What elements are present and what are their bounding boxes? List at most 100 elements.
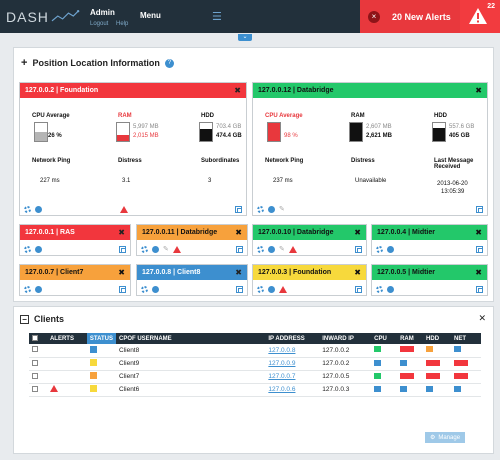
warning-icon[interactable] <box>288 245 297 253</box>
row-checkbox[interactable] <box>32 346 38 353</box>
gear-icon[interactable] <box>24 245 31 253</box>
ip-link-text[interactable]: 127.0.0.6 <box>268 386 296 393</box>
gear-icon[interactable] <box>141 245 148 253</box>
gear-icon[interactable] <box>257 285 264 293</box>
ip-link-text[interactable]: 127.0.0.9 <box>268 360 296 367</box>
globe-icon[interactable] <box>268 245 275 253</box>
close-icon[interactable]: ✖ <box>118 228 125 237</box>
ip-link-text[interactable]: 127.0.0.8 <box>268 346 296 354</box>
gear-icon[interactable] <box>24 205 31 213</box>
inward-ip-header[interactable]: INWARD IP <box>319 333 372 344</box>
globe-icon[interactable] <box>152 245 159 253</box>
globe-icon[interactable] <box>152 285 159 293</box>
subordinates-value: 3 <box>208 178 212 184</box>
ram-cell <box>397 344 424 358</box>
expand-icon[interactable] <box>476 286 483 293</box>
ip-link-text[interactable]: 127.0.0.7 <box>268 373 296 380</box>
close-icon[interactable]: ✕ <box>478 313 486 323</box>
expand-icon[interactable] <box>476 206 483 213</box>
expand-icon[interactable] <box>355 246 362 253</box>
new-alerts-button[interactable]: × 20 New Alerts <box>360 0 460 33</box>
warning-icon[interactable] <box>120 205 128 213</box>
close-icon[interactable]: ✖ <box>475 228 482 237</box>
cpu-cell <box>371 383 398 397</box>
close-icon[interactable]: ✖ <box>234 86 241 95</box>
close-icon[interactable]: ✖ <box>235 228 242 237</box>
ip-address-link[interactable]: 127.0.0.9 <box>265 357 320 371</box>
expand-icon[interactable] <box>235 206 242 213</box>
row-checkbox[interactable] <box>32 372 38 379</box>
help-link[interactable]: Help <box>116 21 129 27</box>
node-card-client8: 127.0.0.8 | Client8 ✖ <box>136 264 248 296</box>
gear-icon[interactable] <box>24 285 31 293</box>
expand-icon[interactable] <box>476 246 483 253</box>
gear-icon[interactable] <box>257 245 264 253</box>
expand-icon[interactable] <box>236 246 243 253</box>
globe-icon[interactable] <box>268 205 275 213</box>
card-footer: ✎ <box>253 243 366 255</box>
hdd-used: 405 GB <box>449 133 470 139</box>
table-row[interactable]: Client8 127.0.0.8 127.0.0.2 <box>29 344 481 358</box>
ip-address-header[interactable]: IP ADDRESS <box>265 333 320 344</box>
hamburger-icon[interactable]: ☰ <box>212 11 222 23</box>
expand-icon[interactable] <box>119 286 126 293</box>
collapse-topbar-chevron-icon[interactable]: ⌄ <box>238 34 252 41</box>
expand-icon[interactable] <box>355 286 362 293</box>
warning-icon[interactable] <box>172 245 181 253</box>
globe-icon[interactable] <box>268 285 275 293</box>
distress-label: Distress <box>351 158 375 164</box>
hdd-header[interactable]: HDD <box>423 333 451 344</box>
globe-icon[interactable] <box>35 245 42 253</box>
warning-icon[interactable] <box>279 285 287 293</box>
menu-label[interactable]: Menu <box>140 11 161 20</box>
card-footer <box>372 283 487 295</box>
net-header[interactable]: NET <box>451 333 481 344</box>
close-icon[interactable]: ✖ <box>475 86 482 95</box>
table-row[interactable]: Client7 127.0.0.7 127.0.0.5 <box>29 370 481 384</box>
close-icon[interactable]: ✖ <box>475 268 482 277</box>
ip-address-link[interactable]: 127.0.0.6 <box>265 383 320 397</box>
cpu-header[interactable]: CPU <box>371 333 398 344</box>
plus-icon[interactable]: + <box>21 57 28 69</box>
table-row[interactable]: Client6 127.0.0.6 127.0.0.3 <box>29 383 481 397</box>
status-header[interactable]: STATUS <box>86 333 116 344</box>
globe-icon[interactable] <box>35 205 42 213</box>
close-icon[interactable]: ✖ <box>118 268 125 277</box>
close-icon[interactable]: ✖ <box>354 268 361 277</box>
ip-address-link[interactable]: 127.0.0.8 <box>265 344 320 358</box>
alert-count-button[interactable]: 22 <box>460 0 500 33</box>
globe-icon[interactable] <box>35 285 42 293</box>
gear-icon[interactable] <box>376 285 383 293</box>
collapse-minus-icon[interactable]: − <box>20 314 29 324</box>
wrench-icon[interactable]: ✎ <box>163 245 169 253</box>
ram-header[interactable]: RAM <box>397 333 424 344</box>
admin-label[interactable]: Admin <box>90 8 115 17</box>
username-header[interactable]: CPOF USERNAME <box>116 333 266 344</box>
table-row[interactable]: Client9 127.0.0.9 127.0.0.2 <box>29 357 481 371</box>
logout-link[interactable]: Logout <box>90 21 109 27</box>
gear-icon[interactable] <box>376 245 383 253</box>
row-checkbox[interactable] <box>32 385 38 392</box>
manage-button[interactable]: ⚙ Manage <box>425 432 465 443</box>
help-icon[interactable]: ? <box>164 58 174 68</box>
close-alerts-icon[interactable]: × <box>368 10 380 23</box>
dash-logo[interactable]: DASH <box>0 0 80 33</box>
globe-icon[interactable] <box>387 285 394 293</box>
close-icon[interactable]: ✖ <box>235 268 242 277</box>
username-cell: Client7 <box>116 370 266 384</box>
gear-icon[interactable] <box>257 205 264 213</box>
globe-icon[interactable] <box>387 245 394 253</box>
select-all-checkbox[interactable] <box>32 334 38 341</box>
gear-icon[interactable] <box>141 285 148 293</box>
expand-icon[interactable] <box>119 246 126 253</box>
ip-address-link[interactable]: 127.0.0.7 <box>265 370 320 384</box>
node-card-header: 127.0.0.5 | Midtier ✖ <box>372 265 487 280</box>
wrench-icon[interactable]: ✎ <box>279 245 285 253</box>
alerts-header[interactable]: ALERTS <box>46 333 87 344</box>
expand-icon[interactable] <box>236 286 243 293</box>
hdd-label: HDD <box>201 113 214 119</box>
close-icon[interactable]: ✖ <box>354 228 361 237</box>
warning-icon[interactable] <box>49 385 58 392</box>
row-checkbox[interactable] <box>32 359 38 366</box>
wrench-icon[interactable]: ✎ <box>279 205 285 213</box>
